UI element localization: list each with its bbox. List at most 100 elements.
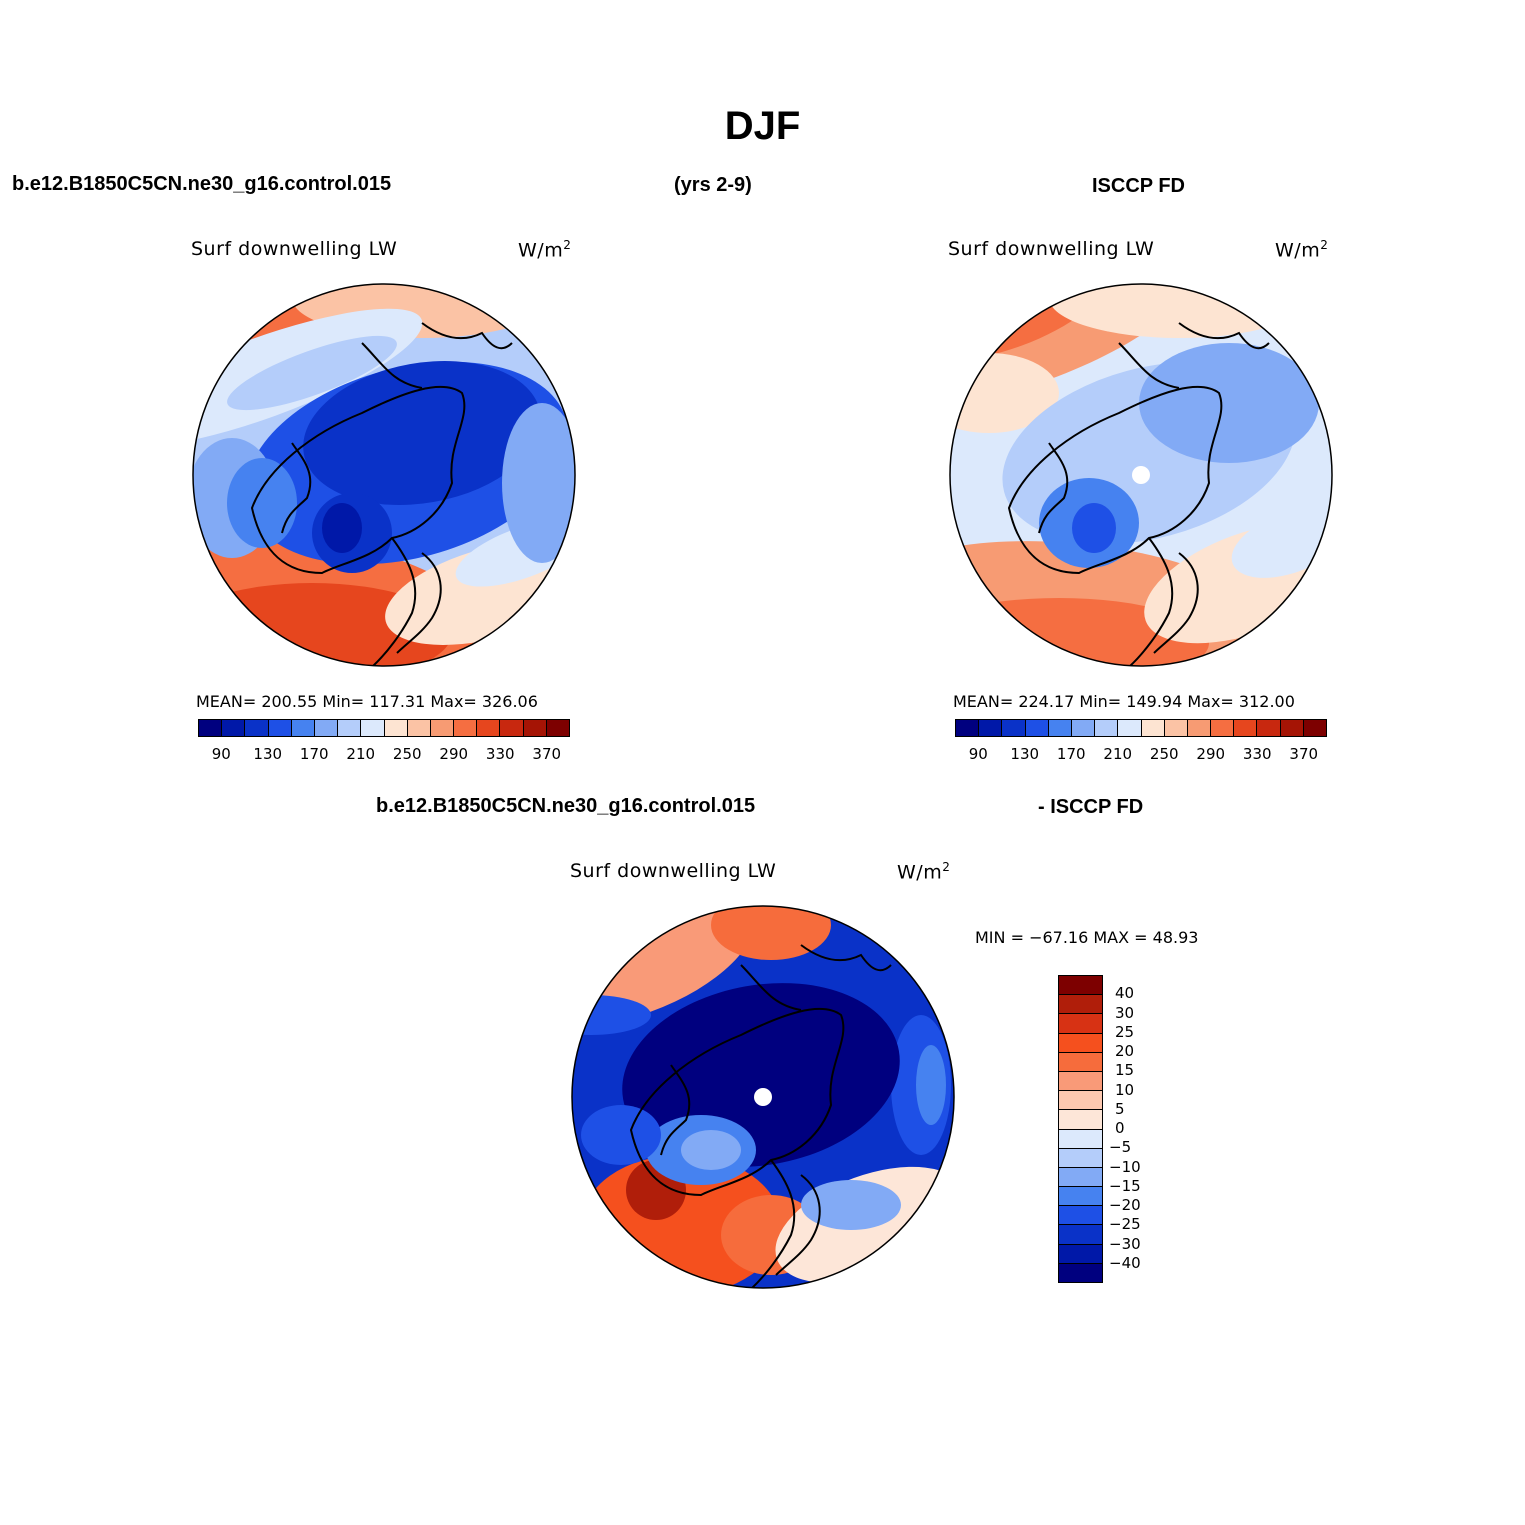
colorbar-box-13 — [500, 720, 524, 736]
panel2-units: W/m2 — [1275, 238, 1329, 262]
panel1-colorbar — [198, 719, 570, 737]
colorbar-tick-label: 15 — [1115, 1061, 1135, 1080]
colorbar-box-7 — [1118, 720, 1142, 736]
panel1-polar-map — [192, 283, 576, 667]
colorbar-box-1 — [1059, 995, 1102, 1015]
colorbar-box-5 — [1059, 1071, 1102, 1092]
colorbar-box-8 — [1141, 720, 1165, 736]
colorbar-box-11 — [454, 720, 478, 736]
case-label: b.e12.B1850C5CN.ne30_g16.control.015 — [12, 173, 392, 195]
colorbar-tick-label: 0 — [1115, 1119, 1125, 1137]
colorbar-box-8 — [384, 720, 408, 736]
panel2-colorbar — [955, 719, 1327, 737]
colorbar-box-0 — [956, 720, 980, 736]
colorbar-box-14 — [1059, 1244, 1102, 1264]
colorbar-box-7 — [361, 720, 385, 736]
colorbar-box-10 — [430, 720, 455, 736]
colorbar-tick-label: 170 — [1056, 745, 1086, 763]
colorbar-tick-label: 170 — [299, 745, 329, 763]
colorbar-box-10 — [1059, 1167, 1102, 1188]
colorbar-box-13 — [1257, 720, 1281, 736]
colorbar-box-5 — [1071, 720, 1096, 736]
colorbar-box-9 — [407, 720, 431, 736]
colorbar-tick-label: −10 — [1109, 1157, 1141, 1176]
obs-label: ISCCP FD — [1092, 175, 1185, 197]
colorbar-tick-label: 370 — [1289, 745, 1319, 763]
colorbar-box-13 — [1059, 1225, 1102, 1245]
colorbar-tick-label: 370 — [532, 745, 562, 763]
colorbar-tick-label: −20 — [1109, 1196, 1141, 1214]
colorbar-box-1 — [222, 720, 246, 736]
panel2-stats: MEAN= 224.17 Min= 149.94 Max= 312.00 — [953, 692, 1295, 711]
colorbar-tick-label: 10 — [1115, 1080, 1135, 1099]
colorbar-tick-label: 30 — [1115, 1003, 1135, 1022]
colorbar-box-6 — [338, 720, 362, 736]
colorbar-box-15 — [1059, 1263, 1102, 1282]
colorbar-box-11 — [1211, 720, 1235, 736]
colorbar-tick-label: −40 — [1109, 1253, 1141, 1272]
colorbar-tick-label: 5 — [1115, 1099, 1125, 1118]
colorbar-box-8 — [1059, 1129, 1102, 1149]
main-title: DJF — [724, 104, 801, 148]
diff-colorbar — [1058, 975, 1103, 1283]
colorbar-box-6 — [1095, 720, 1119, 736]
colorbar-box-5 — [314, 720, 339, 736]
colorbar-tick-label: −25 — [1109, 1215, 1141, 1234]
colorbar-box-12 — [1234, 720, 1258, 736]
colorbar-box-10 — [1187, 720, 1212, 736]
colorbar-box-11 — [1059, 1187, 1102, 1207]
diff-obs-label: - ISCCP FD — [1038, 796, 1144, 818]
colorbar-box-0 — [199, 720, 223, 736]
colorbar-tick-label: 290 — [1196, 745, 1226, 763]
panel2-polar-map — [949, 283, 1333, 667]
panel1-units: W/m2 — [518, 238, 572, 262]
diff-variable: Surf downwelling LW — [570, 860, 777, 882]
colorbar-tick-label: 20 — [1115, 1042, 1135, 1060]
colorbar-box-2 — [245, 720, 269, 736]
colorbar-box-9 — [1164, 720, 1188, 736]
diff-minmax: MIN = −67.16 MAX = 48.93 — [975, 928, 1199, 947]
colorbar-tick-label: 90 — [211, 745, 231, 763]
colorbar-box-6 — [1059, 1091, 1102, 1111]
panel1-stats: MEAN= 200.55 Min= 117.31 Max= 326.06 — [196, 692, 538, 711]
colorbar-box-14 — [523, 720, 547, 736]
colorbar-box-1 — [979, 720, 1003, 736]
colorbar-box-14 — [1280, 720, 1304, 736]
colorbar-tick-label: 90 — [968, 745, 988, 763]
colorbar-box-3 — [268, 720, 292, 736]
colorbar-box-12 — [1059, 1206, 1102, 1226]
colorbar-tick-label: 130 — [253, 745, 283, 763]
colorbar-tick-label: 40 — [1115, 984, 1135, 1003]
colorbar-tick-label: 25 — [1115, 1022, 1135, 1041]
diff-polar-map — [571, 905, 955, 1289]
colorbar-box-2 — [1002, 720, 1026, 736]
colorbar-box-4 — [1048, 720, 1072, 736]
colorbar-box-15 — [1303, 720, 1326, 736]
colorbar-box-2 — [1059, 1014, 1102, 1034]
colorbar-tick-label: 290 — [439, 745, 469, 763]
colorbar-tick-label: −15 — [1109, 1176, 1141, 1195]
colorbar-box-15 — [546, 720, 569, 736]
colorbar-box-3 — [1059, 1033, 1102, 1053]
colorbar-tick-label: 250 — [1149, 745, 1179, 763]
colorbar-tick-label: 330 — [1242, 745, 1272, 763]
colorbar-box-9 — [1059, 1148, 1102, 1168]
colorbar-box-0 — [1059, 976, 1102, 996]
years-label: (yrs 2-9) — [674, 174, 752, 196]
colorbar-tick-label: −30 — [1109, 1234, 1141, 1253]
colorbar-box-4 — [291, 720, 315, 736]
colorbar-box-3 — [1025, 720, 1049, 736]
colorbar-box-12 — [477, 720, 501, 736]
colorbar-tick-label: 330 — [485, 745, 515, 763]
colorbar-tick-label: 250 — [392, 745, 422, 763]
colorbar-tick-label: 130 — [1010, 745, 1040, 763]
diff-units: W/m2 — [897, 860, 951, 884]
colorbar-tick-label: 210 — [1103, 745, 1133, 763]
diff-case-label: b.e12.B1850C5CN.ne30_g16.control.015 — [376, 795, 756, 817]
colorbar-tick-label: 210 — [346, 745, 376, 763]
panel2-variable: Surf downwelling LW — [948, 238, 1155, 260]
colorbar-box-7 — [1059, 1110, 1102, 1130]
colorbar-box-4 — [1059, 1052, 1102, 1072]
colorbar-tick-label: −5 — [1109, 1138, 1132, 1157]
panel1-variable: Surf downwelling LW — [191, 238, 398, 260]
